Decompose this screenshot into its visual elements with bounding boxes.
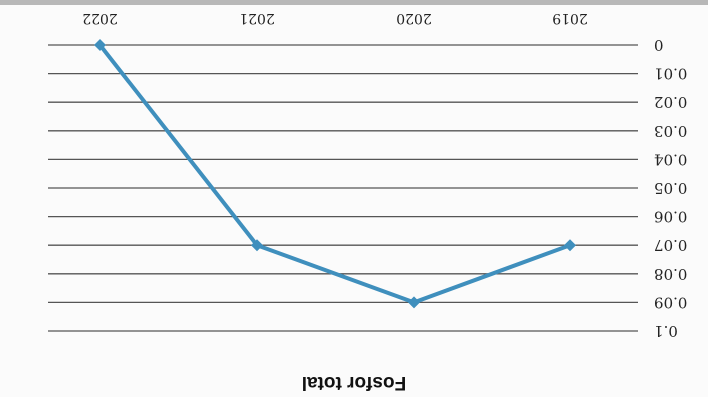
series-group [94, 39, 576, 309]
chart-title: Fosfor total [302, 372, 407, 393]
x-axis-ticks: 2019 2020 2021 2022 [82, 10, 588, 26]
x-tick-label: 2020 [396, 10, 432, 26]
y-tick-label: 0.01 [654, 65, 687, 83]
gridlines [48, 44, 638, 332]
y-tick-label: 0.04 [654, 150, 687, 168]
frame-edge [0, 0, 708, 5]
y-tick-label: 0.07 [654, 236, 687, 254]
data-point-marker [564, 239, 576, 252]
series-line [98, 43, 571, 305]
y-axis-ticks: 0 0.01 0.02 0.03 0.04 0.05 0.06 0.07 0.08 0.09 0.1 [654, 36, 687, 340]
y-tick-label: 0.03 [654, 122, 687, 140]
y-tick-label: 0.05 [654, 179, 687, 197]
y-tick-label: 0.08 [654, 265, 687, 283]
y-tick-label: 0.02 [654, 93, 687, 111]
y-tick-label: 0.06 [654, 208, 687, 226]
y-tick-label: 0 [654, 36, 664, 54]
y-tick-label: 0.1 [654, 322, 678, 340]
data-point-marker [94, 39, 106, 51]
x-tick-label: 2022 [82, 10, 118, 26]
data-point-marker [251, 239, 263, 252]
x-tick-label: 2021 [239, 10, 275, 26]
y-tick-label: 0.09 [654, 293, 687, 311]
x-tick-label: 2019 [552, 10, 588, 26]
data-point-marker [408, 296, 420, 309]
